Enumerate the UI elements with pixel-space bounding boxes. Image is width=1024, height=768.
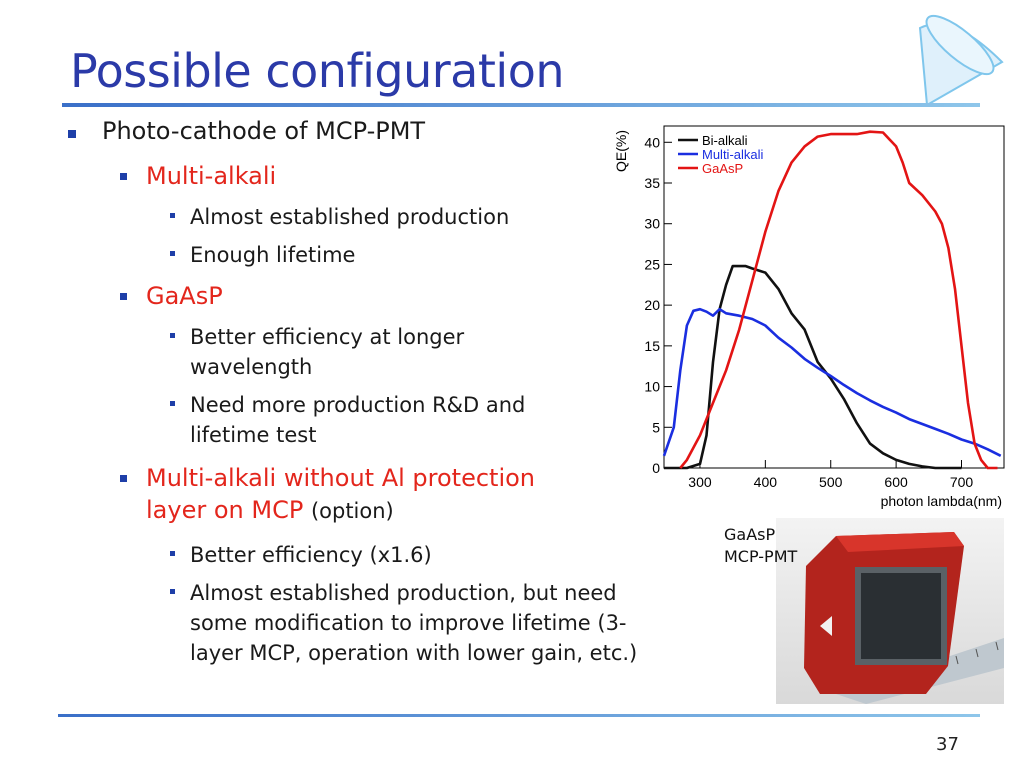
qe-chart: 0 5 10 15 20 25 30 35 40 300 400 500 600 700 photon la… bbox=[613, 125, 1005, 509]
y-tick-label: 15 bbox=[644, 338, 660, 354]
x-tick-label: 400 bbox=[754, 474, 778, 490]
series-line-gaasp bbox=[679, 130, 998, 470]
bullet-better-efficiency: Better efficiency at longer wavelength bbox=[170, 322, 540, 382]
x-tick-label: 600 bbox=[884, 474, 908, 490]
y-tick-label: 30 bbox=[644, 216, 660, 232]
y-tick-label: 35 bbox=[644, 175, 660, 191]
y-tick-label: 0 bbox=[652, 460, 660, 476]
cone-logo-icon bbox=[918, 14, 1004, 107]
bullet-marker bbox=[170, 333, 175, 338]
bullet-marker bbox=[120, 293, 127, 300]
bullet-gaasp: GaAsP bbox=[120, 280, 596, 312]
page-number: 37 bbox=[936, 734, 959, 755]
photo-caption: GaAsP MCP-PMT bbox=[724, 525, 798, 566]
x-axis-label: photon lambda(nm) bbox=[881, 493, 1002, 509]
bullet-modification-needed: Almost established production, but need … bbox=[170, 578, 655, 668]
bullet-no-al-protection: Multi-alkali without Al protection layer… bbox=[120, 462, 646, 527]
footer-rule bbox=[58, 714, 980, 717]
y-tick-label: 5 bbox=[652, 419, 660, 435]
y-tick-label: 25 bbox=[644, 256, 660, 272]
bullet-need-more-rd: Need more production R&D and lifetime te… bbox=[170, 390, 610, 450]
bullet-marker bbox=[170, 401, 175, 406]
y-axis-label: QE(%) bbox=[613, 130, 629, 172]
bullet-enough-lifetime: Enough lifetime bbox=[170, 240, 610, 270]
bullet-marker bbox=[170, 551, 175, 556]
pmt-window bbox=[855, 567, 947, 665]
x-tick-label: 500 bbox=[819, 474, 843, 490]
no-al-line2: layer on MCP bbox=[146, 496, 304, 524]
x-tick-label: 700 bbox=[950, 474, 974, 490]
x-tick-label: 300 bbox=[688, 474, 712, 490]
bullet-multi-alkali: Multi-alkali bbox=[120, 160, 596, 192]
bullet-marker bbox=[170, 213, 175, 218]
legend-label: Multi-alkali bbox=[702, 147, 764, 162]
bullet-marker bbox=[170, 251, 175, 256]
y-tick-label: 40 bbox=[644, 134, 660, 150]
bullet-marker bbox=[120, 173, 127, 180]
legend-label: Bi-alkali bbox=[702, 133, 748, 148]
bullet-photocathode: Photo-cathode of MCP-PMT bbox=[68, 116, 602, 146]
bullet-almost-established: Almost established production bbox=[170, 202, 610, 232]
bullet-efficiency-x16: Better efficiency (x1.6) bbox=[170, 540, 610, 570]
legend-label: GaAsP bbox=[702, 161, 743, 176]
bullet-marker bbox=[120, 475, 127, 482]
mcp-pmt-illustration bbox=[804, 532, 1004, 704]
bullet-marker bbox=[170, 589, 175, 594]
series-line-bi-alkali bbox=[664, 264, 962, 470]
plot-frame bbox=[663, 125, 1005, 469]
arrow-marker-icon bbox=[820, 616, 832, 636]
slide-title: Possible configuration bbox=[70, 44, 565, 98]
y-tick-label: 10 bbox=[644, 379, 660, 395]
title-underline bbox=[62, 103, 980, 107]
mcp-pmt-photo bbox=[776, 518, 1004, 704]
y-tick-label: 20 bbox=[644, 297, 660, 313]
option-label: (option) bbox=[310, 499, 394, 523]
bullet-list: Photo-cathode of MCP-PMT Multi-alkali Al… bbox=[68, 116, 655, 668]
bullet-marker bbox=[68, 130, 76, 138]
